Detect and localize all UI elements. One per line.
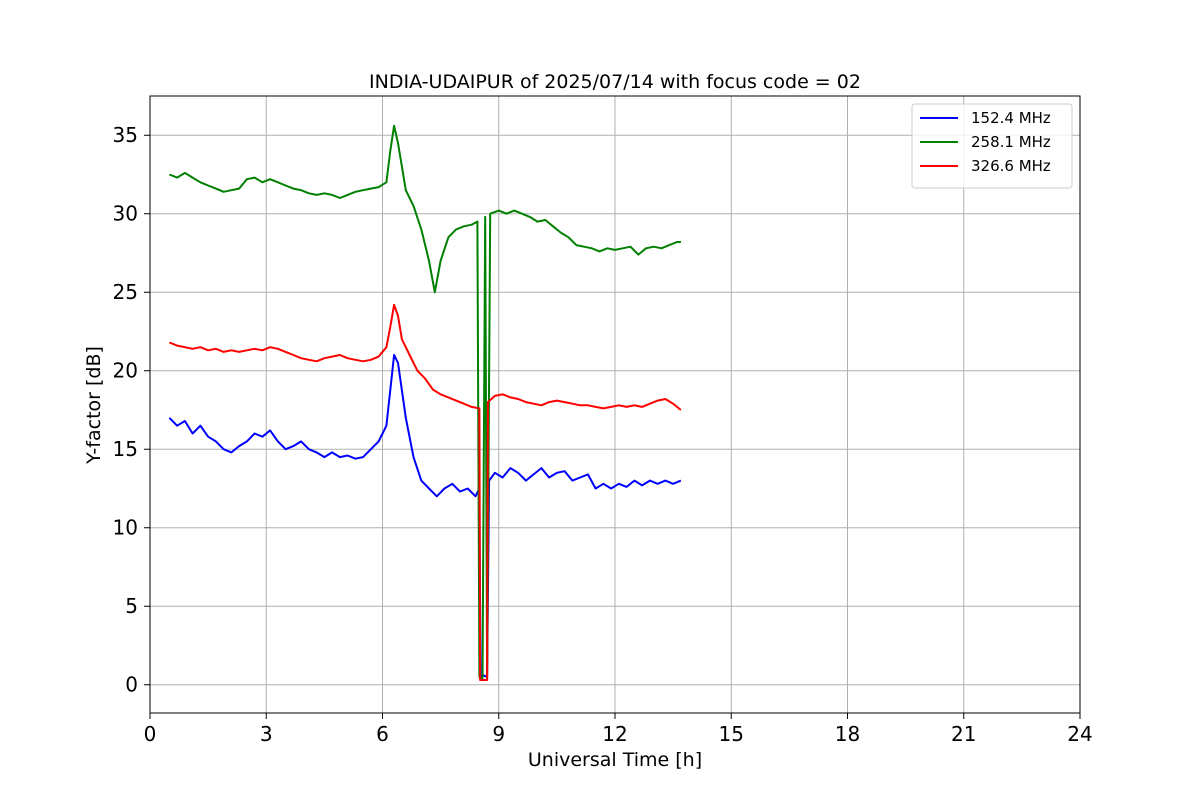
y-tick-label: 25 <box>113 280 138 304</box>
x-tick-label: 9 <box>492 722 505 746</box>
x-tick-label: 0 <box>144 722 157 746</box>
y-tick-label: 10 <box>113 516 138 540</box>
series-line-2 <box>169 124 681 680</box>
y-tick-label: 0 <box>125 673 138 697</box>
series-line-3 <box>169 303 682 681</box>
x-tick-label: 12 <box>602 722 627 746</box>
legend-label: 258.1 MHz <box>971 133 1051 151</box>
y-tick-label: 15 <box>113 437 138 461</box>
legend: 152.4 MHz 258.1 MHz 326.6 MHz <box>911 103 1073 189</box>
chart-title: INDIA-UDAIPUR of 2025/07/14 with focus c… <box>369 71 861 93</box>
x-tick-label: 24 <box>1067 722 1092 746</box>
y-tick-label: 20 <box>113 359 138 383</box>
series-line-1 <box>168 354 682 678</box>
x-tick-label: 18 <box>835 722 860 746</box>
y-tick-label: 5 <box>125 594 138 618</box>
plot-area <box>168 124 682 681</box>
x-tick-label: 15 <box>719 722 744 746</box>
x-axis-label: Universal Time [h] <box>528 749 702 771</box>
y-tick-label: 35 <box>113 123 138 147</box>
y-tick-label: 30 <box>113 202 138 226</box>
legend-label: 326.6 MHz <box>971 157 1051 175</box>
legend-label: 152.4 MHz <box>971 109 1051 127</box>
x-tick-label: 6 <box>376 722 389 746</box>
y-axis-label: Y-factor [dB] <box>83 346 105 465</box>
axis-ticks: 0 3 6 9 12 15 18 21 24 0 5 10 15 20 25 30 35 <box>113 123 1093 746</box>
x-tick-label: 3 <box>260 722 273 746</box>
x-tick-label: 21 <box>951 722 976 746</box>
